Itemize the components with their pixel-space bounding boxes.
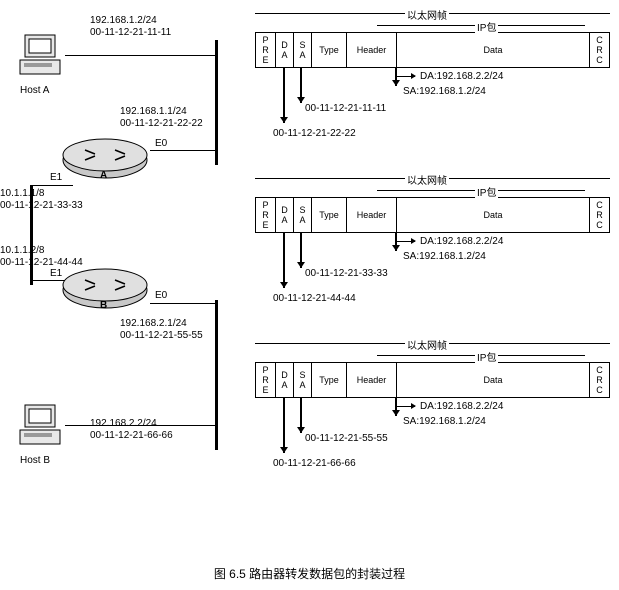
cell-da: D A	[276, 198, 294, 233]
router-a-e0-ip: 192.168.1.1/24	[120, 106, 187, 118]
cell-da: D A	[276, 33, 294, 68]
arrow-sa-mac	[300, 398, 302, 433]
cell-header: Header	[347, 363, 397, 398]
bus-segment-3	[215, 300, 218, 450]
arrow-da-mac	[283, 398, 285, 453]
arrow-da-ip	[397, 76, 415, 77]
frame3-da-mac: 00-11-12-21-66-66	[273, 458, 356, 469]
cell-crc: C R C	[590, 198, 610, 233]
arrow-da-ip	[397, 241, 415, 242]
host-b-label: Host B	[20, 455, 50, 467]
arrow-ip	[395, 68, 397, 86]
bus-segment-2	[30, 185, 33, 285]
host-a-label: Host A	[20, 85, 49, 97]
router-a-e0-label: E0	[155, 138, 167, 150]
router-b-e1-mac: 00-11-12-21-44-44	[0, 257, 83, 269]
frame2-da-ip: DA:192.168.2.2/24	[420, 236, 503, 247]
frame2-da-mac: 00-11-12-21-44-44	[273, 293, 356, 304]
cell-type: Type	[312, 363, 347, 398]
host-b	[15, 400, 65, 450]
frame2-sa-ip: SA:192.168.1.2/24	[403, 251, 486, 262]
cell-header: Header	[347, 198, 397, 233]
ethernet-frame-2: 以太网帧 IP包 P R E D A S A Type Header Data …	[255, 175, 610, 308]
ip-label: IP包	[475, 349, 498, 364]
cell-da: D A	[276, 363, 294, 398]
frame1-sa-ip: SA:192.168.1.2/24	[403, 86, 486, 97]
cell-sa: S A	[294, 33, 312, 68]
cell-pre: P R E	[256, 198, 276, 233]
ethernet-label: 以太网帧	[405, 7, 449, 22]
frame-table-2: P R E D A S A Type Header Data C R C	[255, 197, 610, 233]
cell-pre: P R E	[256, 33, 276, 68]
cell-type: Type	[312, 33, 347, 68]
topology-panel: Host A 192.168.1.2/24 00-11-12-21-11-11 …	[5, 10, 235, 530]
frame-table-1: P R E D A S A Type Header Data C R C	[255, 32, 610, 68]
arrow-ip	[395, 398, 397, 416]
cell-data: Data	[397, 363, 590, 398]
link-router-a-e0	[150, 150, 215, 151]
arrow-sa-mac	[300, 233, 302, 268]
host-a-ip: 192.168.1.2/24	[90, 15, 157, 27]
host-b-ip: 192.168.2.2/24	[90, 418, 157, 430]
cell-crc: C R C	[590, 33, 610, 68]
cell-type: Type	[312, 198, 347, 233]
frame2-sa-mac: 00-11-12-21-33-33	[305, 268, 388, 279]
router-b-e1-label: E1	[50, 268, 62, 280]
frame1-da-mac: 00-11-12-21-22-22	[273, 128, 356, 139]
router-b-e0-ip: 192.168.2.1/24	[120, 318, 187, 330]
ethernet-frame-1: 以太网帧 IP包 P R E D A S A Type Header Data …	[255, 10, 610, 143]
host-b-mac: 00-11-12-21-66-66	[90, 430, 173, 442]
frame-table-3: P R E D A S A Type Header Data C R C	[255, 362, 610, 398]
computer-icon	[15, 30, 65, 80]
bus-segment-1	[215, 40, 218, 165]
cell-sa: S A	[294, 198, 312, 233]
cell-crc: C R C	[590, 363, 610, 398]
router-b-label: B	[100, 300, 107, 312]
frame1-sa-mac: 00-11-12-21-11-11	[305, 103, 386, 114]
router-b-e0-mac: 00-11-12-21-55-55	[120, 330, 203, 342]
link-ra-e1	[33, 185, 73, 186]
link-host-a	[65, 55, 215, 56]
arrow-ip	[395, 233, 397, 251]
host-a	[15, 30, 65, 80]
router-b-e0-label: E0	[155, 290, 167, 302]
frame1-da-ip: DA:192.168.2.2/24	[420, 71, 503, 82]
arrow-da-mac	[283, 68, 285, 123]
router-a-e0-mac: 00-11-12-21-22-22	[120, 118, 203, 130]
router-a-e1-mac: 00-11-12-21-33-33	[0, 200, 83, 212]
arrow-da-mac	[283, 233, 285, 288]
ethernet-frame-3: 以太网帧 IP包 P R E D A S A Type Header Data …	[255, 340, 610, 473]
figure-caption: 图 6.5 路由器转发数据包的封装过程	[0, 565, 619, 582]
cell-data: Data	[397, 33, 590, 68]
router-b-e1-ip: 10.1.1.2/8	[0, 245, 44, 257]
ethernet-label: 以太网帧	[405, 337, 449, 352]
frame3-da-ip: DA:192.168.2.2/24	[420, 401, 503, 412]
frame3-sa-ip: SA:192.168.1.2/24	[403, 416, 486, 427]
host-a-mac: 00-11-12-21-11-11	[90, 27, 171, 39]
arrow-sa-mac	[300, 68, 302, 103]
cell-sa: S A	[294, 363, 312, 398]
cell-data: Data	[397, 198, 590, 233]
cell-pre: P R E	[256, 363, 276, 398]
link-router-b-e0	[150, 303, 215, 304]
ip-label: IP包	[475, 184, 498, 199]
router-a-label: A	[100, 170, 107, 182]
router-a-e1-ip: 10.1.1.1/8	[0, 188, 44, 200]
ip-label: IP包	[475, 19, 498, 34]
ethernet-label: 以太网帧	[405, 172, 449, 187]
router-a-e1-label: E1	[50, 172, 62, 184]
arrow-da-ip	[397, 406, 415, 407]
cell-header: Header	[347, 33, 397, 68]
computer-icon	[15, 400, 65, 450]
frame3-sa-mac: 00-11-12-21-55-55	[305, 433, 388, 444]
